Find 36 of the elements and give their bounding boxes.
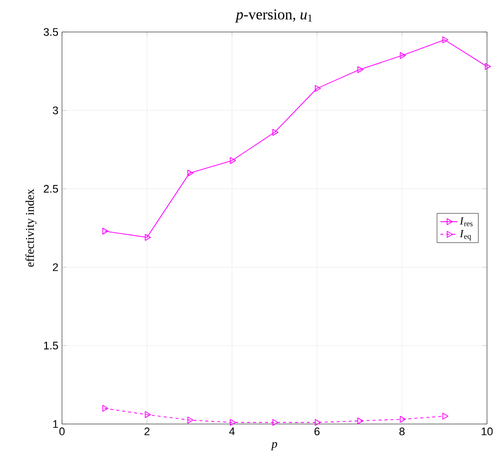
point	[187, 170, 194, 177]
x-tick-label: 6	[314, 428, 320, 436]
point	[272, 419, 278, 426]
point	[272, 128, 278, 136]
y-tick-label: 2	[52, 263, 58, 272]
point	[187, 416, 194, 424]
point	[230, 157, 236, 164]
point	[144, 234, 151, 241]
point	[314, 85, 321, 92]
point	[102, 404, 108, 412]
point	[442, 36, 448, 44]
legend-label: I$_{res}$	[460, 217, 473, 226]
y-tick-label: 1	[53, 420, 58, 428]
chart-title: p-version, u$_{1}$	[235, 9, 312, 23]
point	[230, 419, 236, 426]
point	[400, 416, 406, 423]
x-tick-label: 8	[399, 428, 405, 436]
x-tick-label: 10	[482, 428, 493, 436]
y-tick-label: 3.5	[44, 28, 58, 36]
point	[442, 412, 448, 420]
y-tick-label: 3	[52, 106, 58, 114]
x-axis-title: p	[270, 442, 278, 450]
point	[400, 52, 406, 59]
x-tick-label: 4	[229, 428, 235, 436]
point	[102, 228, 108, 235]
legend-label: I$_{eq}$	[460, 230, 471, 240]
point	[484, 63, 491, 70]
point	[357, 66, 364, 74]
y-tick-label: 2.5	[44, 184, 58, 193]
point	[357, 417, 364, 424]
y-tick-label: 1.5	[44, 342, 58, 350]
y-axis-title: effectivity index	[25, 188, 36, 267]
x-tick-label: 2	[144, 428, 150, 436]
point	[314, 419, 321, 426]
point	[144, 411, 151, 418]
x-tick-label: 0	[59, 428, 65, 436]
